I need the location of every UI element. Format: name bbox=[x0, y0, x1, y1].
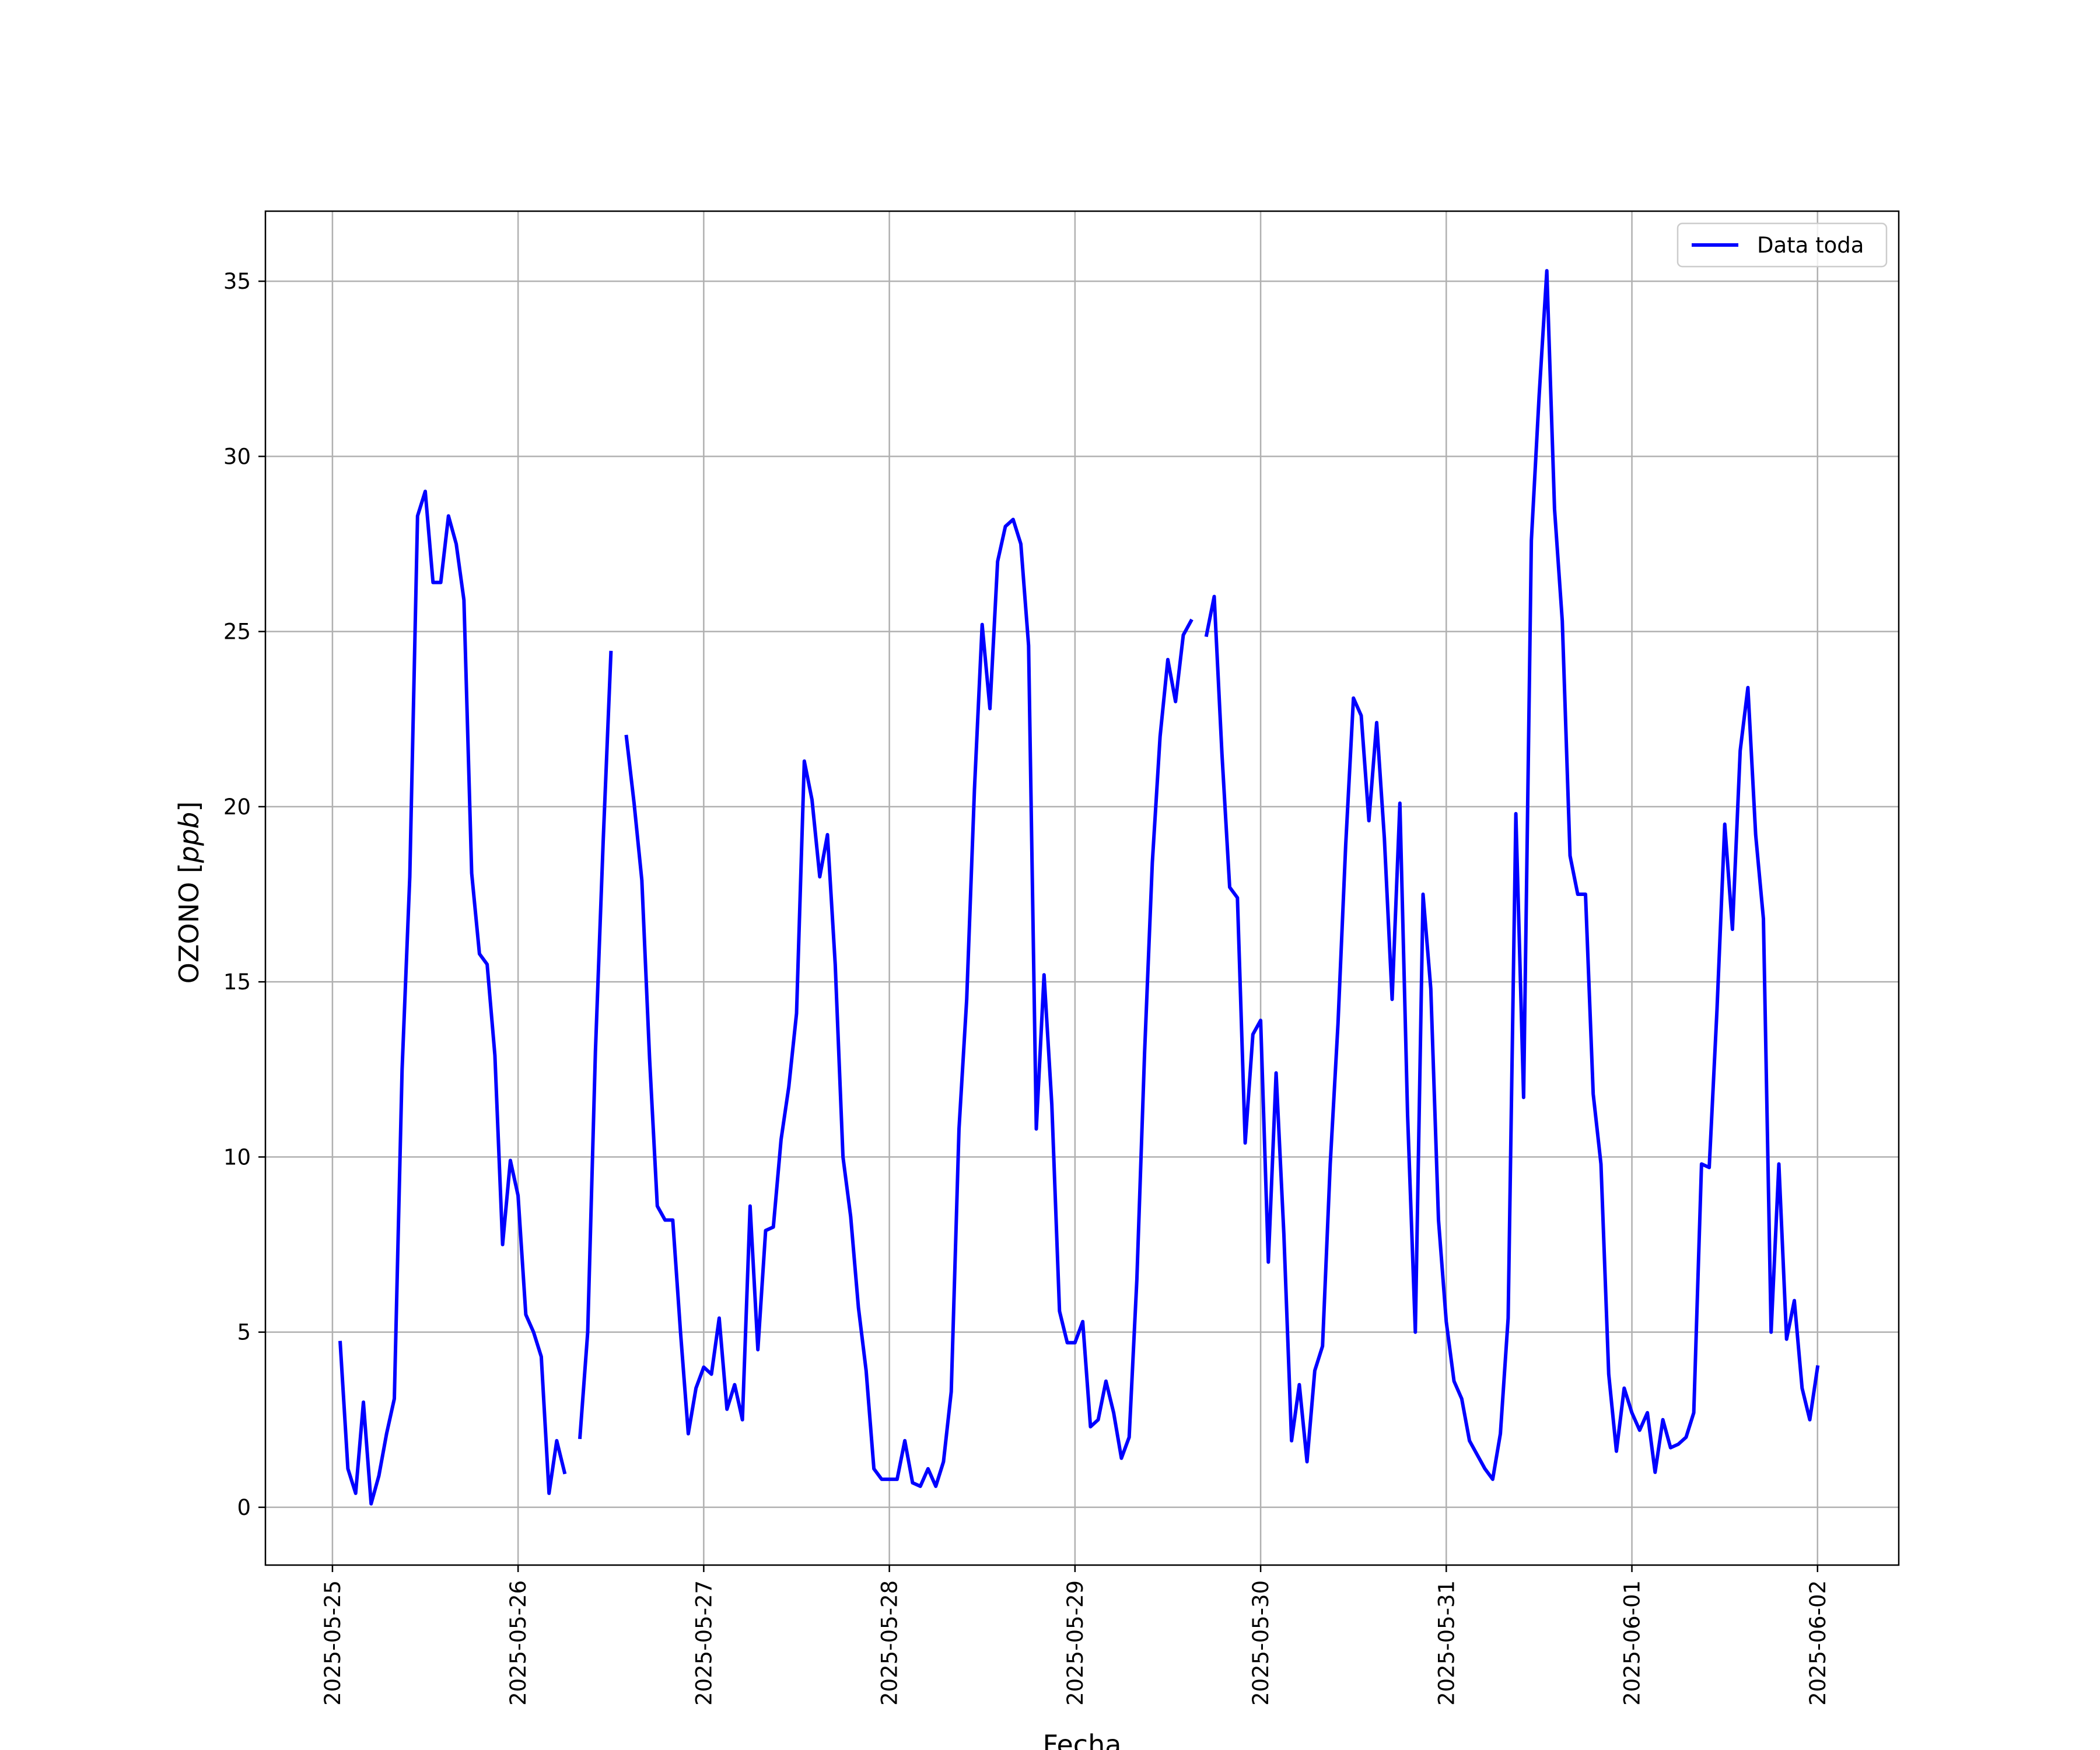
y-tick-label: 35 bbox=[223, 269, 251, 294]
y-tick-label: 20 bbox=[223, 794, 251, 820]
series-line-segment bbox=[578, 650, 613, 1440]
plot-area-frame bbox=[264, 210, 1900, 1566]
legend: Data toda bbox=[1676, 222, 1888, 268]
series-line-segment bbox=[1204, 269, 1820, 1481]
x-tick-label: 2025-06-02 bbox=[1805, 1580, 1831, 1706]
x-tick-label: 2025-05-26 bbox=[506, 1580, 531, 1706]
x-tick-label: 2025-05-30 bbox=[1248, 1580, 1273, 1706]
axis-ticks bbox=[258, 280, 1819, 1572]
x-axis-title: Fecha bbox=[1043, 1729, 1122, 1750]
series-data-toda bbox=[338, 269, 1820, 1506]
x-tick-label: 2025-06-01 bbox=[1620, 1580, 1645, 1706]
y-tick-label: 10 bbox=[223, 1144, 251, 1170]
y-tick-label: 5 bbox=[237, 1320, 251, 1345]
y-axis-title-unit: ppb bbox=[173, 812, 205, 864]
y-tick-label: 30 bbox=[223, 444, 251, 469]
series-line-segment bbox=[338, 489, 567, 1506]
x-tick-label: 2025-05-28 bbox=[877, 1580, 902, 1706]
x-tick-labels: 2025-05-25 2025-05-26 2025-05-27 2025-05-28… bbox=[320, 1580, 1831, 1706]
y-tick-label: 0 bbox=[237, 1495, 251, 1520]
series-line-segment bbox=[624, 517, 1194, 1488]
y-tick-label: 15 bbox=[223, 970, 251, 995]
y-axis-title-close: ] bbox=[173, 802, 205, 812]
x-tick-label: 2025-05-25 bbox=[320, 1580, 345, 1706]
x-tick-label: 2025-05-27 bbox=[691, 1580, 716, 1706]
y-tick-label: 25 bbox=[223, 620, 251, 645]
legend-label-data-toda: Data toda bbox=[1757, 233, 1864, 258]
y-tick-labels: 0 5 10 15 20 25 30 35 bbox=[223, 269, 251, 1520]
x-tick-label: 2025-05-31 bbox=[1434, 1580, 1459, 1706]
x-tick-label: 2025-05-29 bbox=[1063, 1580, 1088, 1706]
y-axis-title-main: OZONO [ bbox=[173, 863, 205, 984]
y-axis-title: OZONO [ppb] bbox=[173, 802, 205, 984]
legend-box bbox=[1676, 222, 1888, 268]
